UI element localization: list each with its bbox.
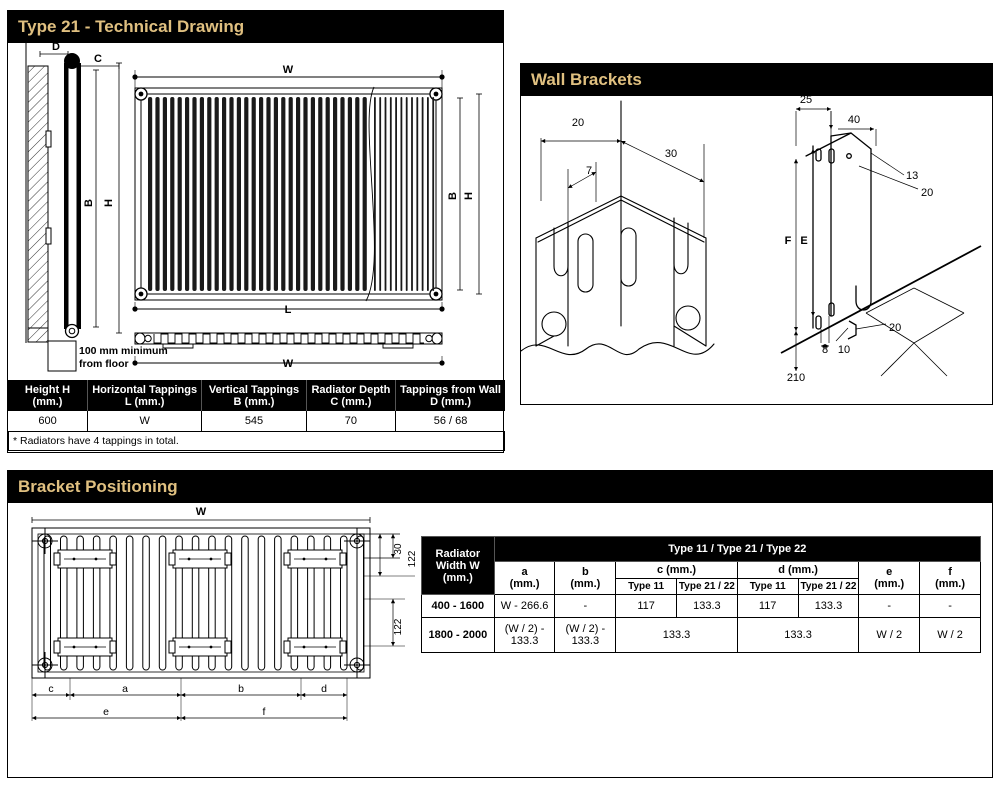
svg-text:10: 10 — [838, 344, 850, 356]
svg-text:f: f — [263, 706, 266, 718]
svg-text:210: 210 — [787, 372, 805, 384]
svg-text:W: W — [196, 506, 207, 518]
svg-text:H: H — [103, 199, 115, 207]
svg-text:30: 30 — [665, 148, 677, 160]
svg-text:25: 25 — [800, 96, 812, 106]
svg-text:13: 13 — [906, 170, 918, 182]
svg-text:20: 20 — [921, 187, 933, 199]
svg-text:20: 20 — [572, 117, 584, 129]
svg-text:B: B — [83, 199, 95, 207]
svg-text:e: e — [103, 706, 109, 718]
svg-text:C: C — [94, 53, 102, 65]
svg-text:a: a — [122, 683, 128, 695]
svg-text:D: D — [52, 43, 60, 53]
svg-text:40: 40 — [848, 114, 860, 126]
svg-text:W: W — [283, 358, 294, 370]
svg-text:b: b — [238, 683, 244, 695]
svg-text:c: c — [48, 683, 53, 695]
svg-text:20: 20 — [889, 322, 901, 334]
svg-text:W: W — [283, 64, 294, 76]
svg-text:d: d — [321, 683, 327, 695]
svg-text:122: 122 — [407, 550, 418, 567]
svg-text:100 mm minimum: 100 mm minimum — [79, 345, 168, 357]
svg-text:122: 122 — [393, 618, 404, 635]
svg-text:E: E — [800, 235, 807, 247]
svg-text:L: L — [285, 304, 292, 316]
svg-text:from floor: from floor — [79, 358, 129, 370]
svg-text:H: H — [463, 192, 475, 200]
svg-text:F: F — [785, 235, 792, 247]
svg-text:B: B — [447, 192, 459, 200]
svg-text:30: 30 — [393, 543, 404, 555]
svg-text:7: 7 — [586, 165, 592, 177]
